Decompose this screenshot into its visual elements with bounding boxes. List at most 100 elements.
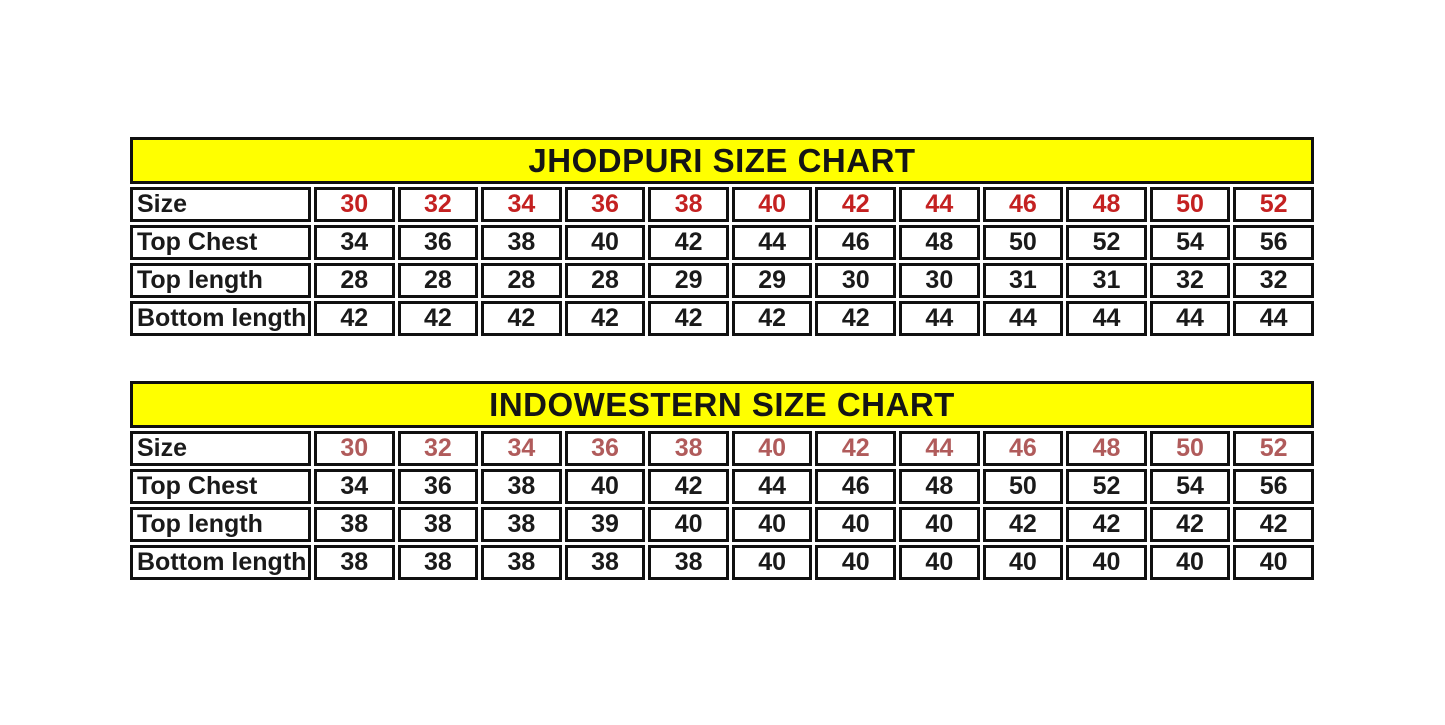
measurement-value-cell: 56 bbox=[1233, 225, 1314, 260]
chart-title-row: JHODPURI SIZE CHART bbox=[130, 137, 1314, 184]
measurement-value-cell: 38 bbox=[314, 507, 395, 542]
table-row: Top Chest 34 36 38 40 42 44 46 48 50 52 54 56 bbox=[130, 225, 1314, 260]
measurement-value-cell: 50 bbox=[982, 469, 1064, 504]
measurement-value-cell: 42 bbox=[314, 301, 395, 336]
measurement-value-cell: 42 bbox=[564, 301, 646, 336]
measurement-value-cell: 40 bbox=[815, 507, 897, 542]
measurement-value-cell: 40 bbox=[648, 507, 729, 542]
measurement-value-cell: 44 bbox=[1149, 301, 1231, 336]
size-value-cell: 34 bbox=[481, 187, 562, 222]
size-value-cell: 48 bbox=[1066, 431, 1147, 466]
measurement-value-cell: 30 bbox=[899, 263, 980, 298]
measurement-value-cell: 39 bbox=[564, 507, 646, 542]
measurement-value-cell: 42 bbox=[648, 469, 729, 504]
measurement-value-cell: 52 bbox=[1066, 225, 1147, 260]
size-value-cell: 46 bbox=[982, 187, 1064, 222]
table-row: Top length 28 28 28 28 29 29 30 30 31 31 32 32 bbox=[130, 263, 1314, 298]
size-value-cell: 34 bbox=[481, 431, 562, 466]
jhodpuri-size-chart-table: JHODPURI SIZE CHART Size 30 32 34 36 38 40 42 44 4… bbox=[127, 134, 1317, 339]
size-value-cell: 36 bbox=[564, 431, 646, 466]
measurement-value-cell: 52 bbox=[1066, 469, 1147, 504]
measurement-value-cell: 38 bbox=[481, 507, 562, 542]
measurement-value-cell: 56 bbox=[1233, 469, 1314, 504]
row-label: Size bbox=[130, 431, 311, 466]
measurement-value-cell: 28 bbox=[397, 263, 479, 298]
measurement-value-cell: 38 bbox=[397, 545, 479, 580]
measurement-value-cell: 28 bbox=[481, 263, 562, 298]
row-label: Top length bbox=[130, 263, 311, 298]
measurement-value-cell: 44 bbox=[731, 469, 813, 504]
measurement-value-cell: 40 bbox=[899, 507, 980, 542]
measurement-value-cell: 42 bbox=[731, 301, 813, 336]
chart-title: INDOWESTERN SIZE CHART bbox=[130, 381, 1314, 428]
measurement-value-cell: 54 bbox=[1149, 225, 1231, 260]
measurement-value-cell: 40 bbox=[815, 545, 897, 580]
measurement-value-cell: 42 bbox=[982, 507, 1064, 542]
measurement-value-cell: 40 bbox=[1233, 545, 1314, 580]
size-value-cell: 50 bbox=[1149, 431, 1231, 466]
size-value-cell: 44 bbox=[899, 187, 980, 222]
measurement-value-cell: 29 bbox=[731, 263, 813, 298]
measurement-value-cell: 54 bbox=[1149, 469, 1231, 504]
row-label: Top length bbox=[130, 507, 311, 542]
table-row: Bottom length 42 42 42 42 42 42 42 44 44 44 44 44 bbox=[130, 301, 1314, 336]
indowestern-size-chart-table: INDOWESTERN SIZE CHART Size 30 32 34 36 38 40 42… bbox=[127, 378, 1317, 583]
measurement-value-cell: 42 bbox=[1149, 507, 1231, 542]
chart-title: JHODPURI SIZE CHART bbox=[130, 137, 1314, 184]
measurement-value-cell: 36 bbox=[397, 469, 479, 504]
size-value-cell: 46 bbox=[982, 431, 1064, 466]
size-value-cell: 40 bbox=[731, 187, 813, 222]
measurement-value-cell: 42 bbox=[648, 225, 729, 260]
measurement-value-cell: 32 bbox=[1149, 263, 1231, 298]
measurement-value-cell: 44 bbox=[1233, 301, 1314, 336]
measurement-value-cell: 34 bbox=[314, 469, 395, 504]
size-value-cell: 52 bbox=[1233, 187, 1314, 222]
measurement-value-cell: 40 bbox=[731, 507, 813, 542]
size-value-cell: 30 bbox=[314, 187, 395, 222]
size-value-cell: 50 bbox=[1149, 187, 1231, 222]
size-value-cell: 38 bbox=[648, 431, 729, 466]
measurement-value-cell: 28 bbox=[314, 263, 395, 298]
measurement-value-cell: 44 bbox=[731, 225, 813, 260]
size-value-cell: 42 bbox=[815, 431, 897, 466]
measurement-value-cell: 42 bbox=[1066, 507, 1147, 542]
measurement-value-cell: 38 bbox=[314, 545, 395, 580]
measurement-value-cell: 40 bbox=[564, 469, 646, 504]
measurement-value-cell: 38 bbox=[397, 507, 479, 542]
measurement-value-cell: 44 bbox=[899, 301, 980, 336]
size-value-cell: 32 bbox=[397, 187, 479, 222]
measurement-value-cell: 31 bbox=[1066, 263, 1147, 298]
measurement-value-cell: 50 bbox=[982, 225, 1064, 260]
measurement-value-cell: 40 bbox=[899, 545, 980, 580]
measurement-value-cell: 32 bbox=[1233, 263, 1314, 298]
size-value-cell: 48 bbox=[1066, 187, 1147, 222]
measurement-value-cell: 38 bbox=[648, 545, 729, 580]
size-value-cell: 36 bbox=[564, 187, 646, 222]
row-label: Bottom length bbox=[130, 301, 311, 336]
chart-title-row: INDOWESTERN SIZE CHART bbox=[130, 381, 1314, 428]
measurement-value-cell: 42 bbox=[1233, 507, 1314, 542]
measurement-value-cell: 42 bbox=[815, 301, 897, 336]
table-row: Size 30 32 34 36 38 40 42 44 46 48 50 52 bbox=[130, 187, 1314, 222]
measurement-value-cell: 38 bbox=[481, 545, 562, 580]
measurement-value-cell: 40 bbox=[1066, 545, 1147, 580]
measurement-value-cell: 46 bbox=[815, 469, 897, 504]
measurement-value-cell: 44 bbox=[982, 301, 1064, 336]
row-label: Bottom length bbox=[130, 545, 311, 580]
measurement-value-cell: 34 bbox=[314, 225, 395, 260]
measurement-value-cell: 28 bbox=[564, 263, 646, 298]
measurement-value-cell: 40 bbox=[564, 225, 646, 260]
measurement-value-cell: 40 bbox=[731, 545, 813, 580]
measurement-value-cell: 42 bbox=[397, 301, 479, 336]
size-value-cell: 52 bbox=[1233, 431, 1314, 466]
measurement-value-cell: 38 bbox=[564, 545, 646, 580]
measurement-value-cell: 44 bbox=[1066, 301, 1147, 336]
table-row: Top length 38 38 38 39 40 40 40 40 42 42 42 42 bbox=[130, 507, 1314, 542]
size-value-cell: 30 bbox=[314, 431, 395, 466]
size-value-cell: 40 bbox=[731, 431, 813, 466]
measurement-value-cell: 38 bbox=[481, 469, 562, 504]
size-value-cell: 32 bbox=[397, 431, 479, 466]
size-value-cell: 42 bbox=[815, 187, 897, 222]
table-row: Size 30 32 34 36 38 40 42 44 46 48 50 52 bbox=[130, 431, 1314, 466]
size-value-cell: 44 bbox=[899, 431, 980, 466]
